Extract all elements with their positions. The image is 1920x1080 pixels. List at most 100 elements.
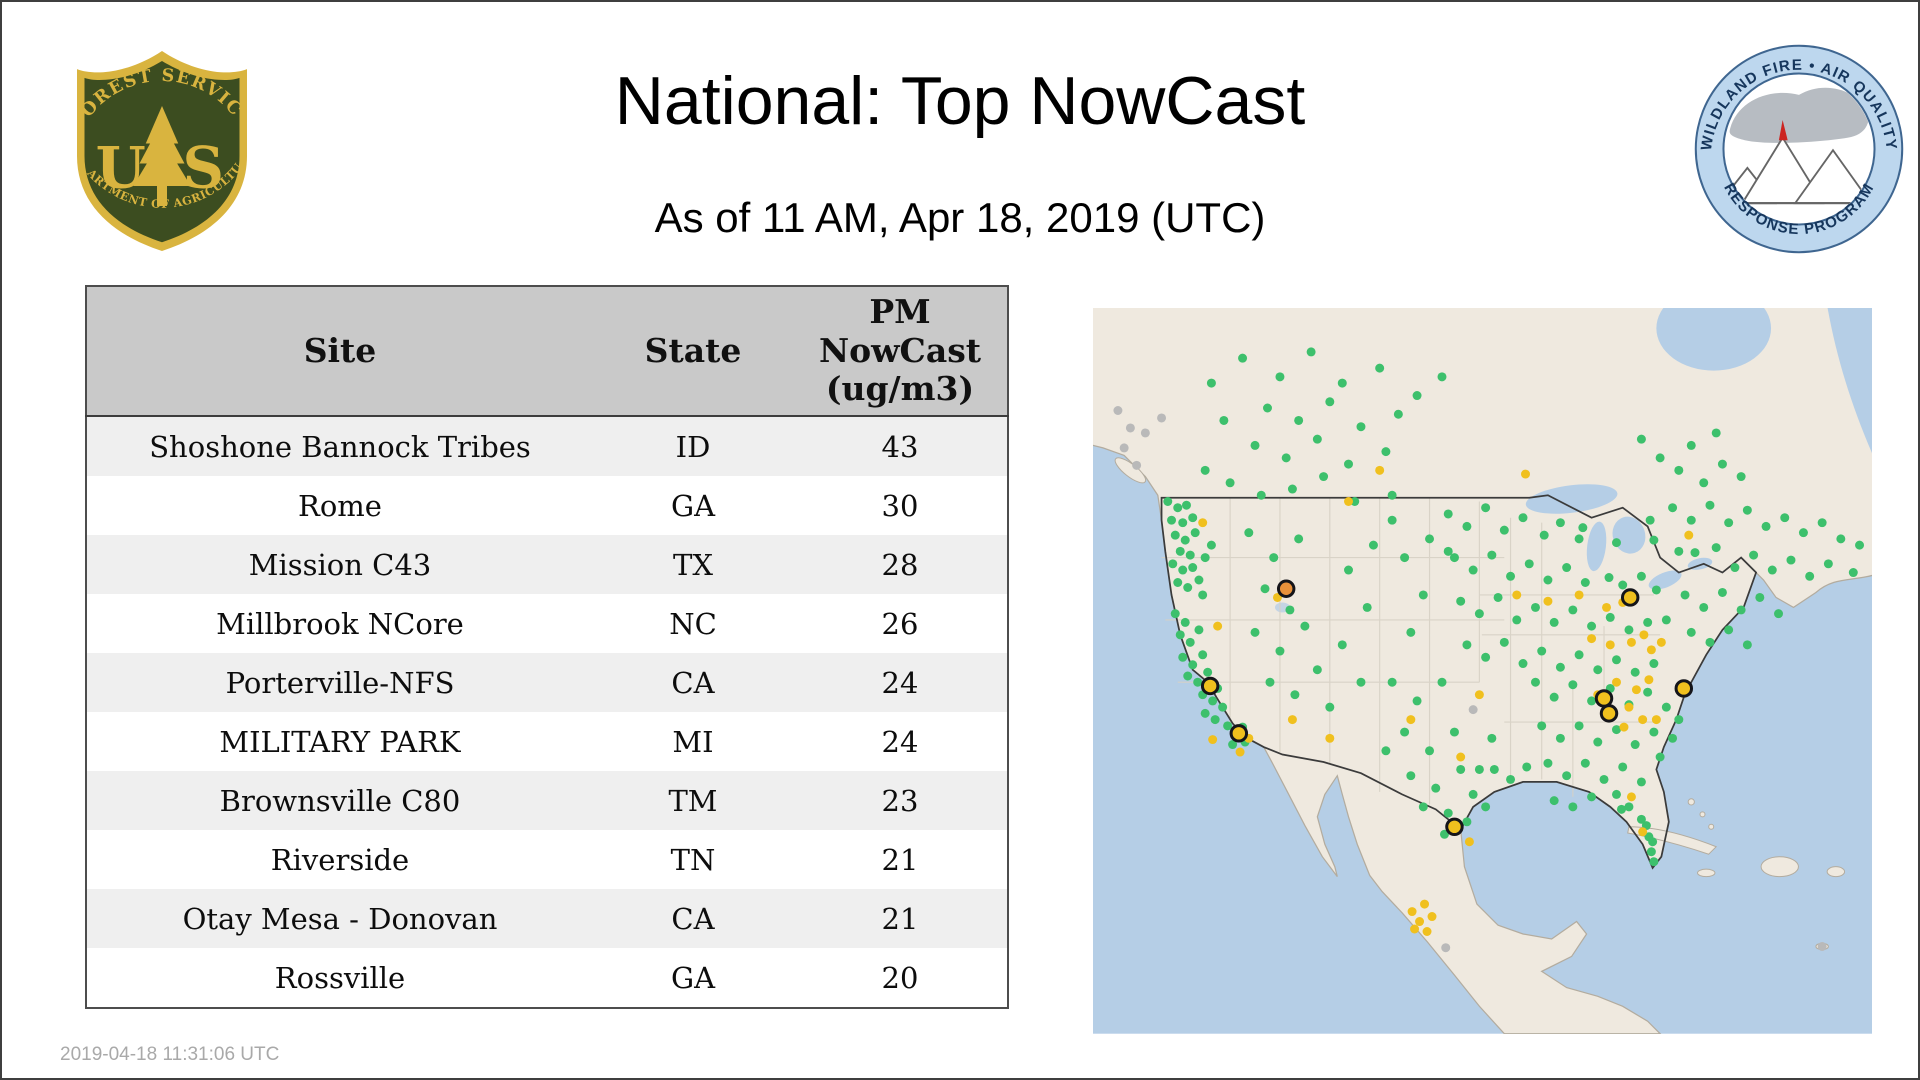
monitor-dot xyxy=(1344,459,1353,469)
monitor-dot xyxy=(1624,802,1634,812)
top-site-marker xyxy=(1599,704,1619,723)
monitor-dot xyxy=(1599,774,1609,784)
monitor-dot xyxy=(1711,543,1721,553)
site-cell: Porterville-NFS xyxy=(225,665,455,700)
monitor-dot xyxy=(1250,440,1260,450)
monitor-dot xyxy=(1717,587,1727,597)
monitor-dot xyxy=(1648,837,1658,847)
monitor-dot xyxy=(1568,605,1578,615)
monitor-dot xyxy=(1543,575,1553,585)
monitor-dot xyxy=(1337,378,1347,388)
monitor-dot xyxy=(1362,602,1372,612)
monitor-dot xyxy=(1493,592,1503,602)
monitor-dot xyxy=(1711,428,1721,438)
monitor-dot xyxy=(1543,596,1553,606)
monitor-dot xyxy=(1736,472,1746,482)
monitor-dot xyxy=(1265,677,1275,687)
monitor-dot xyxy=(1422,927,1432,936)
monitor-dot xyxy=(1208,696,1218,706)
monitor-dot xyxy=(1194,625,1204,635)
monitor-dot xyxy=(1537,646,1547,656)
monitor-dot xyxy=(1188,563,1198,573)
monitor-dot xyxy=(1225,478,1235,488)
monitor-dot xyxy=(1188,513,1198,523)
monitor-dot xyxy=(1175,630,1185,640)
monitor-dot xyxy=(1198,650,1208,660)
monitor-dot xyxy=(1487,550,1497,560)
monitor-dot xyxy=(1218,702,1228,712)
monitor-dot xyxy=(1178,518,1188,528)
monitor-dot xyxy=(1786,555,1796,565)
top-site-marker xyxy=(1276,579,1296,598)
monitor-dot xyxy=(1518,659,1528,669)
monitor-dot xyxy=(1626,792,1636,802)
monitor-dot xyxy=(1555,662,1565,672)
top-site-marker xyxy=(1674,679,1694,698)
monitor-dot xyxy=(1412,391,1422,401)
monitor-dot xyxy=(1749,550,1759,560)
map-container xyxy=(1093,308,1872,1034)
monitor-dot xyxy=(1543,758,1553,768)
monitor-dot xyxy=(1437,372,1447,382)
monitor-dot xyxy=(1549,796,1559,806)
monitor-dot xyxy=(1836,534,1846,544)
smoke-plume-icon xyxy=(1729,87,1869,143)
value-cell: 24 xyxy=(881,724,919,759)
monitor-dot xyxy=(1755,592,1765,602)
monitor-dot xyxy=(1506,774,1516,784)
monitor-dot xyxy=(1645,515,1655,525)
table-row: Riverside TN 21 xyxy=(86,830,1008,889)
state-cell: NC xyxy=(669,606,717,641)
monitor-dot xyxy=(1568,802,1578,812)
monitor-dot xyxy=(1587,634,1597,644)
monitor-dot xyxy=(1449,727,1459,737)
monitor-dot xyxy=(1636,814,1646,824)
monitor-dot xyxy=(1140,428,1150,438)
pm-nowcast-column-header: PM NowCast (ug/m3) xyxy=(793,286,1008,417)
monitor-dot xyxy=(1406,627,1416,637)
monitor-dot xyxy=(1474,609,1484,619)
monitor-dot xyxy=(1522,762,1532,772)
monitor-dot xyxy=(1612,655,1621,665)
monitor-dot xyxy=(1206,378,1216,388)
generation-timestamp: 2019-04-18 11:31:06 UTC xyxy=(60,1044,280,1065)
monitor-dot xyxy=(1587,696,1597,706)
monitor-dot xyxy=(1425,746,1435,756)
monitor-dot xyxy=(1638,715,1648,725)
monitor-dot xyxy=(1200,465,1210,475)
monitor-dot xyxy=(1427,912,1437,922)
monitor-dot xyxy=(1400,727,1410,737)
monitor-dot xyxy=(1705,637,1715,647)
monitor-dot xyxy=(1319,472,1329,482)
monitor-dot xyxy=(1855,540,1865,550)
monitor-dot xyxy=(1163,497,1173,506)
monitor-dot xyxy=(1281,453,1291,463)
site-cell: Shoshone Bannock Tribes xyxy=(149,429,531,464)
monitor-dot xyxy=(1593,665,1603,675)
monitor-dot xyxy=(1817,941,1827,951)
monitor-dot xyxy=(1344,497,1353,506)
monitor-dot xyxy=(1593,737,1603,747)
monitor-dot xyxy=(1203,667,1213,677)
monitor-dot xyxy=(1549,692,1559,702)
site-cell: Riverside xyxy=(270,842,410,877)
monitor-dot xyxy=(1604,573,1614,583)
site-cell: Brownsville C80 xyxy=(219,783,461,818)
monitor-dot xyxy=(1194,575,1204,585)
monitor-dot xyxy=(1649,659,1659,669)
monitor-dot xyxy=(1387,677,1397,687)
value-cell: 20 xyxy=(881,960,919,995)
value-cell: 21 xyxy=(881,901,919,936)
monitor-dot xyxy=(1674,465,1684,475)
table-row: Rome GA 30 xyxy=(86,476,1008,535)
nowcast-table-body: Shoshone Bannock Tribes ID 43 Rome GA 30 Missi… xyxy=(86,416,1008,1008)
table-row: Shoshone Bannock Tribes ID 43 xyxy=(86,416,1008,476)
value-cell: 24 xyxy=(881,665,919,700)
monitor-dot xyxy=(1210,715,1220,725)
monitor-dot xyxy=(1168,559,1178,569)
monitor-dot xyxy=(1674,546,1684,556)
monitor-dot xyxy=(1228,740,1238,750)
monitor-dot xyxy=(1356,422,1366,432)
monitor-dot xyxy=(1294,415,1304,425)
monitor-dot xyxy=(1680,590,1690,600)
